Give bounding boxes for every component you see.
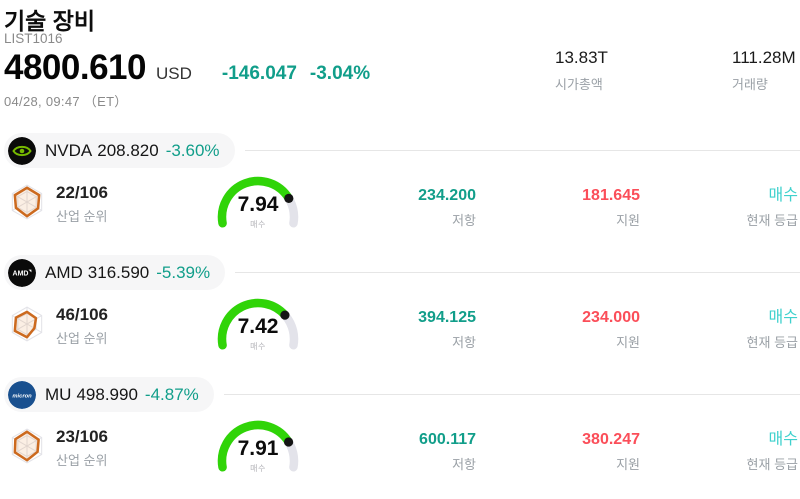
current-rating-value: 매수 <box>768 431 798 448</box>
stock-pill-mu[interactable]: micron MU 498.990 -4.87% <box>4 377 214 412</box>
rating-column: 매수 현재 등급 <box>602 308 798 351</box>
stock-pill-amd[interactable]: AMD AMD 316.590 -5.39% <box>4 255 226 290</box>
speedometer-gauge-arc <box>217 298 299 350</box>
support-label: 지원 <box>616 335 640 350</box>
currency-label: USD <box>155 64 192 83</box>
list-id: LIST1016 <box>4 31 63 46</box>
gauge-score: 7.42 <box>237 315 279 338</box>
sector-detail-page: { "header": { "title": "기술 장비", "list_id… <box>0 8 800 473</box>
radar-chart-icon <box>11 306 43 342</box>
ticker-price: 498.990 <box>76 384 138 404</box>
support-column: 234.000 지원 <box>444 308 640 351</box>
market-cap-label: 시가총액 <box>555 77 603 92</box>
resistance-label: 저항 <box>452 457 476 472</box>
support-value: 380.247 <box>582 431 640 448</box>
stock-pill-nvda[interactable]: NVDA 208.820 -3.60% <box>4 133 235 168</box>
ticker-price: 316.590 <box>87 262 150 282</box>
stock-row-mu: micron MU 498.990 -4.87% 23/106 산업 순위 7.91… <box>0 377 800 499</box>
ticker-change-percent: -3.60% <box>165 140 220 160</box>
stock-header-row: AMD AMD 316.590 -5.39% <box>4 255 800 290</box>
industry-rank-label: 산업 순위 <box>56 331 108 346</box>
svg-text:micron: micron <box>12 393 32 399</box>
row-divider-line <box>223 394 800 395</box>
volume-label: 거래량 <box>732 77 768 92</box>
market-cap-value: 13.83T <box>555 48 608 67</box>
price-change-absolute: -146.047 <box>221 63 297 84</box>
gauge-rating-tag: 매수 <box>250 342 266 351</box>
resistance-column: 394.125 저항 <box>280 308 476 351</box>
stock-header-row: micron MU 498.990 -4.87% <box>4 377 800 412</box>
page-title: 기술 장비 <box>4 8 96 34</box>
volume-value: 111.28M <box>732 48 796 67</box>
stock-row-amd: AMD AMD 316.590 -5.39% 46/106 산업 순위 7.42 매… <box>0 255 800 377</box>
industry-rank-block: 22/106 산업 순위 <box>8 183 108 225</box>
ticker-symbol: MU <box>45 384 72 404</box>
current-rating-label: 현재 등급 <box>746 335 798 350</box>
row-divider-line <box>244 150 800 151</box>
ticker-symbol: AMD <box>45 262 83 282</box>
current-rating-label: 현재 등급 <box>746 213 798 228</box>
row-divider-line <box>235 272 800 273</box>
industry-rank-block: 46/106 산업 순위 <box>8 305 108 347</box>
stock-row-nvda: NVDA 208.820 -3.60% 22/106 산업 순위 7.94 매수 2… <box>0 133 800 255</box>
gauge-rating-tag: 매수 <box>250 220 266 229</box>
speedometer-gauge-arc <box>217 176 299 228</box>
radar-chart-icon <box>11 428 43 464</box>
industry-rank-value: 22/106 <box>56 183 108 202</box>
ticker-change-percent: -4.87% <box>144 384 199 404</box>
ticker-price: 208.820 <box>97 140 159 160</box>
svg-text:AMD: AMD <box>13 270 29 277</box>
resistance-label: 저항 <box>452 213 476 228</box>
rating-column: 매수 현재 등급 <box>602 430 798 473</box>
quote-timestamp: 04/28, 09:47 （ET） <box>4 94 128 109</box>
ticker-change-percent: -5.39% <box>156 262 211 282</box>
support-label: 지원 <box>616 457 640 472</box>
industry-rank-value: 46/106 <box>56 305 108 324</box>
market-cap-stat: 13.83T 시가총액 <box>555 48 608 93</box>
resistance-column: 600.117 저항 <box>280 430 476 473</box>
resistance-value: 394.125 <box>418 309 476 326</box>
current-price: 4800.610 <box>4 48 146 87</box>
support-value: 234.000 <box>582 309 640 326</box>
stock-header-row: NVDA 208.820 -3.60% <box>4 133 800 168</box>
resistance-label: 저항 <box>452 335 476 350</box>
current-rating-label: 현재 등급 <box>746 457 798 472</box>
resistance-value: 234.200 <box>418 187 476 204</box>
radar-chart-icon <box>11 184 43 220</box>
rating-gauge: 7.91 매수 <box>212 413 304 477</box>
support-value: 181.645 <box>582 187 640 204</box>
industry-rank-block: 23/106 산업 순위 <box>8 427 108 469</box>
gauge-score: 7.94 <box>237 193 279 216</box>
current-rating-value: 매수 <box>768 309 798 326</box>
resistance-value: 600.117 <box>419 431 476 448</box>
support-column: 380.247 지원 <box>444 430 640 473</box>
price-row: 4800.610 USD -146.047 -3.04% <box>4 48 370 88</box>
rating-column: 매수 현재 등급 <box>602 186 798 229</box>
resistance-column: 234.200 저항 <box>280 186 476 229</box>
nvda-logo-icon <box>8 136 36 165</box>
micron-logo-icon: micron <box>8 380 36 409</box>
support-label: 지원 <box>616 213 640 228</box>
current-rating-value: 매수 <box>768 187 798 204</box>
amd-logo-icon: AMD <box>8 258 36 287</box>
speedometer-gauge-arc <box>217 420 299 472</box>
ticker-symbol: NVDA <box>45 140 93 160</box>
volume-stat: 111.28M 거래량 <box>732 48 796 93</box>
industry-rank-label: 산업 순위 <box>56 209 108 224</box>
gauge-score: 7.91 <box>237 437 279 460</box>
support-column: 181.645 지원 <box>444 186 640 229</box>
industry-rank-value: 23/106 <box>56 427 108 446</box>
industry-rank-label: 산업 순위 <box>56 453 108 468</box>
rating-gauge: 7.94 매수 <box>212 169 304 233</box>
rating-gauge: 7.42 매수 <box>212 291 304 355</box>
price-change-percent: -3.04% <box>309 63 371 84</box>
gauge-rating-tag: 매수 <box>250 464 266 473</box>
